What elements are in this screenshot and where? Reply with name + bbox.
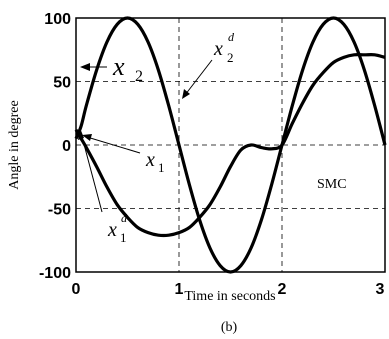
y-tick-label: 50 [53, 75, 71, 92]
x1d-label-sub: 1 [120, 230, 127, 245]
x1d-arrow-line [80, 132, 103, 213]
y-tick-label: 100 [44, 11, 71, 28]
tick-labels: 0 1 2 3 100 50 0 -50 -100 [39, 11, 385, 298]
x-tick-label: 1 [175, 281, 184, 298]
x1-arrowhead [82, 134, 92, 141]
y-axis-label: Angle in degree [7, 100, 22, 189]
x1d-label-sup: d [121, 211, 128, 225]
smc-annotation: SMC [317, 177, 347, 192]
x1-arrow-line [86, 136, 141, 154]
x2d-arrowhead [182, 89, 190, 99]
x-tick-label: 3 [376, 281, 385, 298]
x-tick-label: 2 [278, 281, 287, 298]
x2d-annotation: x 2 d [182, 30, 235, 99]
x1-annotation: x 1 [82, 134, 165, 175]
x-tick-label: 0 [72, 281, 81, 298]
x2d-label-sup: d [228, 30, 235, 44]
series-line-1 [74, 16, 387, 274]
x2d-label: x [213, 38, 223, 60]
series-line-2 [74, 53, 386, 238]
y-tick-label: -100 [39, 265, 71, 282]
y-tick-label: -50 [48, 202, 71, 219]
x2-arrowhead [80, 63, 90, 71]
x1d-annotation: x 1 d [78, 128, 128, 245]
series-group [74, 16, 387, 274]
y-tick-label: 0 [62, 138, 71, 155]
x2-label: x [112, 52, 125, 81]
x2d-label-sub: 2 [227, 50, 234, 65]
caption: (b) [221, 320, 238, 335]
x1-label-sub: 1 [158, 160, 165, 175]
x2d-arrow-line [184, 59, 213, 96]
x1d-arrowhead [78, 128, 84, 140]
x1d-label: x [107, 219, 117, 241]
x2-annotation: x 2 [80, 52, 143, 85]
x1-label: x [145, 149, 155, 171]
x-axis-label: Time in seconds [184, 289, 275, 304]
x2-label-sub: 2 [135, 68, 143, 85]
